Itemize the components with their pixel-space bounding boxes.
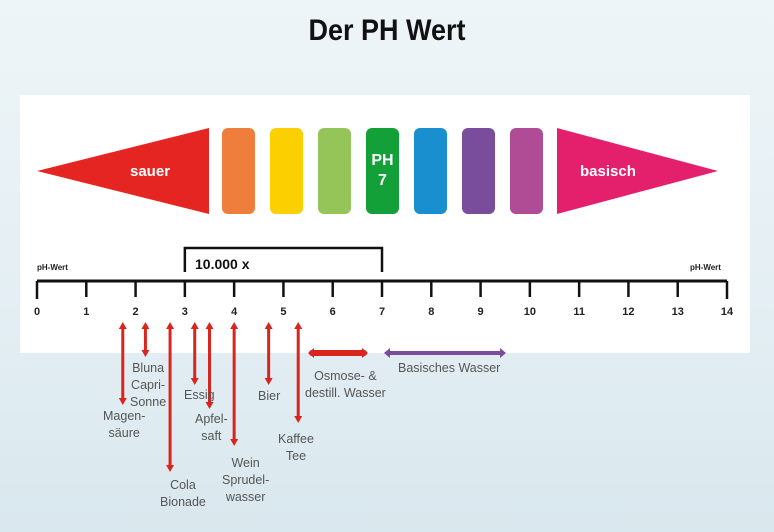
tick-label: 9: [477, 306, 484, 318]
tick-label: 3: [181, 306, 188, 318]
item-label-line: Kaffee: [278, 432, 314, 446]
arrow-head: [294, 416, 303, 423]
tick-label: 13: [671, 306, 684, 318]
item-label-line: wasser: [225, 490, 266, 504]
arrow-head: [141, 322, 150, 329]
item-label-line: Osmose- &: [314, 369, 377, 383]
color-bar: [366, 128, 399, 214]
tick-label: 4: [231, 306, 238, 318]
item-label: Bier: [258, 388, 280, 405]
item-label-line: Magen-: [103, 409, 146, 423]
item-label: Cola Bionade: [160, 477, 206, 511]
arrow-head: [141, 350, 150, 357]
item-label-line: Sprudel-: [222, 473, 270, 487]
item-label-line: Bluna: [132, 361, 165, 375]
item-label-line: Sonne: [130, 395, 167, 409]
tick-label: 0: [33, 306, 41, 318]
tick-label: 10: [523, 306, 536, 318]
item-label-line: Capri-: [131, 378, 166, 392]
item-label-line: Essig: [184, 388, 215, 402]
color-bar: [462, 128, 495, 214]
arrow-head: [384, 348, 390, 358]
item-label: Essig: [184, 387, 215, 404]
item-label: Basisches Wasser: [398, 360, 500, 377]
ph7-label-line2: 7: [378, 172, 387, 189]
page-title: Der PH Wert: [308, 14, 466, 47]
tick-label: 14: [720, 306, 734, 318]
bracket-label: 10.000 x: [195, 256, 250, 272]
item-label-line: Tee: [285, 449, 307, 463]
tick-label: 11: [573, 306, 585, 318]
item-label-line: Cola: [170, 478, 196, 492]
basisch-label: basisch: [580, 163, 636, 180]
item-label: Apfel-saft: [195, 411, 228, 445]
item-label-line: Apfel-: [195, 412, 228, 426]
item-label: Bluna Capri- Sonne: [130, 360, 166, 411]
arrow-head: [308, 348, 314, 358]
tick-label: 1: [83, 306, 90, 318]
axis-label-right: pH-Wert: [690, 263, 721, 272]
arrow-head: [500, 348, 506, 358]
sauer-arrow: [37, 128, 209, 214]
tick-label: 7: [378, 306, 386, 318]
arrow-head: [166, 322, 175, 329]
color-bar: [318, 128, 351, 214]
arrow-head: [264, 378, 273, 385]
ph7-label-line1: PH: [371, 152, 394, 169]
tick-label: 6: [329, 306, 336, 318]
tick-label: 2: [132, 306, 139, 318]
sauer-label: sauer: [130, 163, 171, 180]
item-label-line: destill. Wasser: [305, 386, 386, 400]
color-bar: [222, 128, 255, 214]
item-label-line: Bier: [258, 389, 281, 403]
item-label-line: Wein: [231, 456, 260, 470]
arrow-head: [294, 322, 303, 329]
color-bar: [270, 128, 303, 214]
item-label: Wein Sprudel-wasser: [222, 455, 269, 506]
arrow-head: [190, 322, 199, 329]
item-label-line: Bionade: [160, 495, 206, 509]
color-bar: [510, 128, 543, 214]
arrow-head: [118, 398, 127, 405]
basisch-arrow: [557, 128, 718, 214]
item-label: Kaffee Tee: [278, 431, 314, 465]
item-label-line: säure: [108, 426, 140, 440]
arrow-head: [205, 402, 214, 409]
item-label: Osmose- & destill. Wasser: [305, 368, 386, 402]
item-label: Magen-säure: [103, 408, 145, 442]
arrow-head: [190, 378, 199, 385]
ph7-label: PH 7: [366, 151, 399, 191]
arrow-head: [118, 322, 127, 329]
arrow-head: [230, 322, 239, 329]
ten-thousand-bracket: [183, 246, 384, 272]
axis-label-left: pH-Wert: [37, 263, 68, 272]
color-bar: [414, 128, 447, 214]
tick-label: 12: [622, 306, 635, 318]
arrow-head: [362, 348, 368, 358]
item-label-line: Basisches Wasser: [398, 361, 501, 375]
item-label-line: saft: [201, 429, 222, 443]
arrow-head: [205, 322, 214, 329]
tick-label: 8: [428, 306, 435, 318]
arrow-head: [166, 465, 175, 472]
arrow-head: [230, 439, 239, 446]
arrow-head: [264, 322, 273, 329]
tick-label: 5: [280, 306, 287, 318]
